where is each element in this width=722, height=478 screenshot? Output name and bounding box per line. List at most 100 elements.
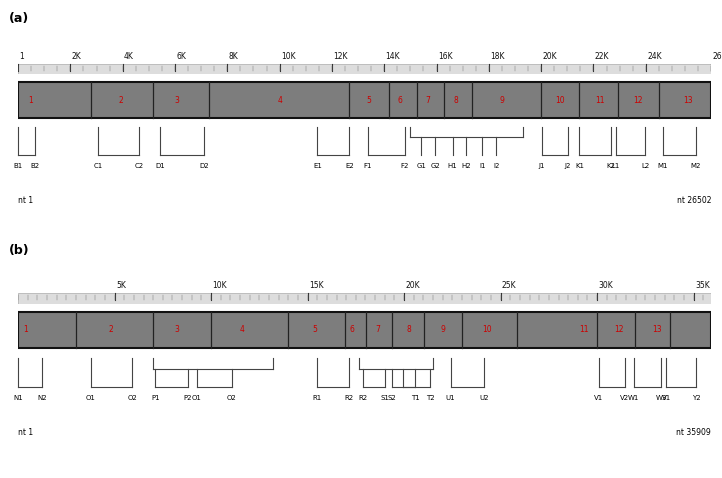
Text: M1: M1 (658, 163, 668, 170)
Text: 26,502: 26,502 (713, 52, 722, 61)
Bar (18, 281, 711, 293)
Text: 2K: 2K (71, 52, 82, 61)
Text: C2: C2 (135, 163, 144, 170)
Text: 10K: 10K (281, 52, 295, 61)
Text: 8: 8 (406, 326, 411, 334)
Text: 4: 4 (278, 96, 283, 105)
Text: 6: 6 (398, 96, 403, 105)
Text: 22K: 22K (595, 52, 609, 61)
Text: 3: 3 (174, 326, 179, 334)
Text: W1: W1 (628, 395, 639, 402)
Text: 20K: 20K (542, 52, 557, 61)
Text: 1: 1 (24, 326, 28, 334)
Text: G2: G2 (430, 163, 440, 170)
Text: E1: E1 (313, 163, 322, 170)
Text: V2: V2 (620, 395, 629, 402)
Text: O1: O1 (192, 395, 202, 402)
Text: R2: R2 (358, 395, 367, 402)
Text: D1: D1 (155, 163, 165, 170)
Text: I1: I1 (479, 163, 486, 170)
Text: nt 35909: nt 35909 (677, 428, 711, 437)
Text: 11: 11 (580, 326, 589, 334)
Text: nt 26502: nt 26502 (677, 196, 711, 205)
Text: O1: O1 (86, 395, 96, 402)
Text: G1: G1 (417, 163, 427, 170)
Text: T2: T2 (426, 395, 435, 402)
Text: 9: 9 (441, 326, 445, 334)
Text: L2: L2 (641, 163, 650, 170)
Text: 12: 12 (614, 326, 624, 334)
Text: S1: S1 (381, 395, 390, 402)
Bar (18, 293, 711, 304)
Text: 18K: 18K (490, 52, 505, 61)
Text: I2: I2 (493, 163, 500, 170)
Bar (18, 82, 711, 119)
Text: V1: V1 (661, 395, 671, 402)
Text: J2: J2 (565, 163, 571, 170)
Text: W3: W3 (656, 395, 667, 402)
Text: F2: F2 (401, 163, 409, 170)
Text: M2: M2 (691, 163, 701, 170)
Text: 24K: 24K (647, 52, 662, 61)
Text: 3: 3 (174, 96, 179, 105)
Text: D2: D2 (199, 163, 209, 170)
Text: (b): (b) (9, 244, 30, 257)
Text: J1: J1 (539, 163, 545, 170)
Text: R1: R1 (313, 395, 322, 402)
Text: 9: 9 (500, 96, 505, 105)
Text: K1: K1 (575, 163, 584, 170)
Text: 2: 2 (108, 326, 113, 334)
Text: O2: O2 (227, 395, 236, 402)
Text: 20K: 20K (406, 281, 420, 290)
Text: 10: 10 (555, 96, 565, 105)
Text: T1: T1 (411, 395, 419, 402)
Text: C1: C1 (93, 163, 103, 170)
Text: 5: 5 (313, 326, 318, 334)
Text: 8K: 8K (229, 52, 238, 61)
Text: E2: E2 (345, 163, 354, 170)
Text: 14K: 14K (386, 52, 400, 61)
Text: H2: H2 (461, 163, 471, 170)
Text: 15K: 15K (309, 281, 323, 290)
Text: Y2: Y2 (692, 395, 700, 402)
Text: 1: 1 (19, 52, 25, 61)
Text: 1: 1 (28, 96, 33, 105)
Text: U1: U1 (445, 395, 456, 402)
Text: 13: 13 (652, 326, 662, 334)
Text: H1: H1 (448, 163, 458, 170)
Text: S2: S2 (388, 395, 396, 402)
Text: L1: L1 (612, 163, 619, 170)
Text: 7: 7 (375, 326, 380, 334)
Text: 2: 2 (118, 96, 123, 105)
Text: 13: 13 (684, 96, 693, 105)
Text: 6K: 6K (176, 52, 186, 61)
Bar (18, 312, 711, 348)
Text: 10K: 10K (212, 281, 227, 290)
Text: V1: V1 (594, 395, 604, 402)
Text: 25K: 25K (502, 281, 517, 290)
Text: 12: 12 (633, 96, 643, 105)
Text: 10: 10 (482, 326, 492, 334)
Text: P2: P2 (183, 395, 192, 402)
Text: U2: U2 (479, 395, 489, 402)
Text: 5K: 5K (116, 281, 126, 290)
Text: B1: B1 (14, 163, 22, 170)
Text: 4: 4 (240, 326, 245, 334)
Text: 11: 11 (595, 96, 604, 105)
Text: 8: 8 (453, 96, 458, 105)
Text: N1: N1 (13, 395, 23, 402)
Text: 16K: 16K (438, 52, 453, 61)
Text: (a): (a) (9, 12, 29, 25)
Text: 12K: 12K (334, 52, 348, 61)
Text: B2: B2 (31, 163, 40, 170)
Text: 5: 5 (367, 96, 372, 105)
Text: N2: N2 (38, 395, 47, 402)
Text: F1: F1 (364, 163, 373, 170)
Text: P1: P1 (151, 395, 160, 402)
Text: K2: K2 (606, 163, 615, 170)
Text: R2: R2 (345, 395, 354, 402)
Text: 30K: 30K (599, 281, 613, 290)
Text: 7: 7 (425, 96, 430, 105)
Text: nt 1: nt 1 (18, 196, 33, 205)
Bar (18, 51, 711, 64)
